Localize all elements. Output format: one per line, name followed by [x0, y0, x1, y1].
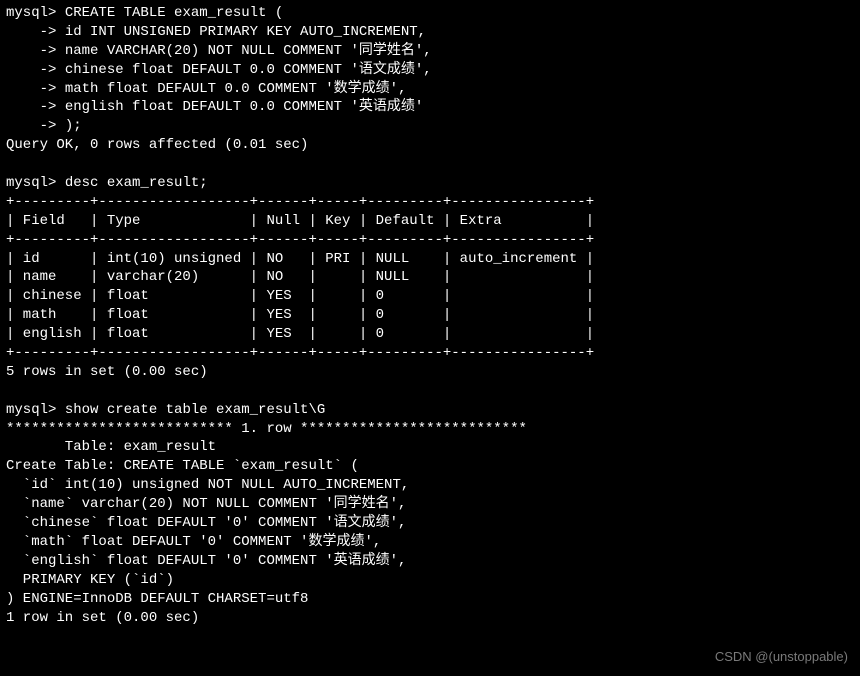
- create-line: `name` varchar(20) NOT NULL COMMENT '同学姓…: [6, 496, 406, 512]
- table-row: | id | int(10) unsigned | NO | PRI | NUL…: [6, 251, 594, 267]
- sql-line: desc exam_result;: [56, 175, 207, 191]
- prompt: mysql>: [6, 5, 56, 21]
- sql-line: id INT UNSIGNED PRIMARY KEY AUTO_INCREME…: [56, 24, 426, 40]
- table-row: | name | varchar(20) | NO | | NULL | |: [6, 269, 594, 285]
- sql-line: chinese float DEFAULT 0.0 COMMENT '语文成绩'…: [56, 62, 431, 78]
- cont-prompt: ->: [6, 24, 56, 40]
- table-row: | chinese | float | YES | | 0 | |: [6, 288, 594, 304]
- create-line: PRIMARY KEY (`id`): [6, 572, 174, 588]
- terminal-output: mysql> CREATE TABLE exam_result ( -> id …: [6, 4, 854, 627]
- query-result: 5 rows in set (0.00 sec): [6, 364, 208, 380]
- sql-line: name VARCHAR(20) NOT NULL COMMENT '同学姓名'…: [56, 43, 431, 59]
- sql-line: english float DEFAULT 0.0 COMMENT '英语成绩': [56, 99, 423, 115]
- create-line: `english` float DEFAULT '0' COMMENT '英语成…: [6, 553, 406, 569]
- sql-line: show create table exam_result\G: [56, 402, 325, 418]
- row-separator: *************************** 1. row *****…: [6, 421, 527, 437]
- table-border: +---------+------------------+------+---…: [6, 345, 594, 361]
- watermark: CSDN @(unstoppable): [715, 648, 848, 666]
- create-line: `math` float DEFAULT '0' COMMENT '数学成绩',: [6, 534, 381, 550]
- prompt: mysql>: [6, 402, 56, 418]
- cont-prompt: ->: [6, 118, 56, 134]
- sql-line: math float DEFAULT 0.0 COMMENT '数学成绩',: [56, 81, 406, 97]
- sql-line: CREATE TABLE exam_result (: [56, 5, 283, 21]
- create-line: `chinese` float DEFAULT '0' COMMENT '语文成…: [6, 515, 406, 531]
- table-row: | english | float | YES | | 0 | |: [6, 326, 594, 342]
- query-result: Query OK, 0 rows affected (0.01 sec): [6, 137, 308, 153]
- create-line: Table: exam_result: [6, 439, 216, 455]
- query-result: 1 row in set (0.00 sec): [6, 610, 199, 626]
- table-header: | Field | Type | Null | Key | Default | …: [6, 213, 594, 229]
- sql-line: );: [56, 118, 81, 134]
- create-line: Create Table: CREATE TABLE `exam_result`…: [6, 458, 359, 474]
- cont-prompt: ->: [6, 81, 56, 97]
- table-row: | math | float | YES | | 0 | |: [6, 307, 594, 323]
- cont-prompt: ->: [6, 99, 56, 115]
- table-border: +---------+------------------+------+---…: [6, 194, 594, 210]
- create-line: ) ENGINE=InnoDB DEFAULT CHARSET=utf8: [6, 591, 308, 607]
- table-border: +---------+------------------+------+---…: [6, 232, 594, 248]
- cont-prompt: ->: [6, 43, 56, 59]
- prompt: mysql>: [6, 175, 56, 191]
- cont-prompt: ->: [6, 62, 56, 78]
- create-line: `id` int(10) unsigned NOT NULL AUTO_INCR…: [6, 477, 409, 493]
